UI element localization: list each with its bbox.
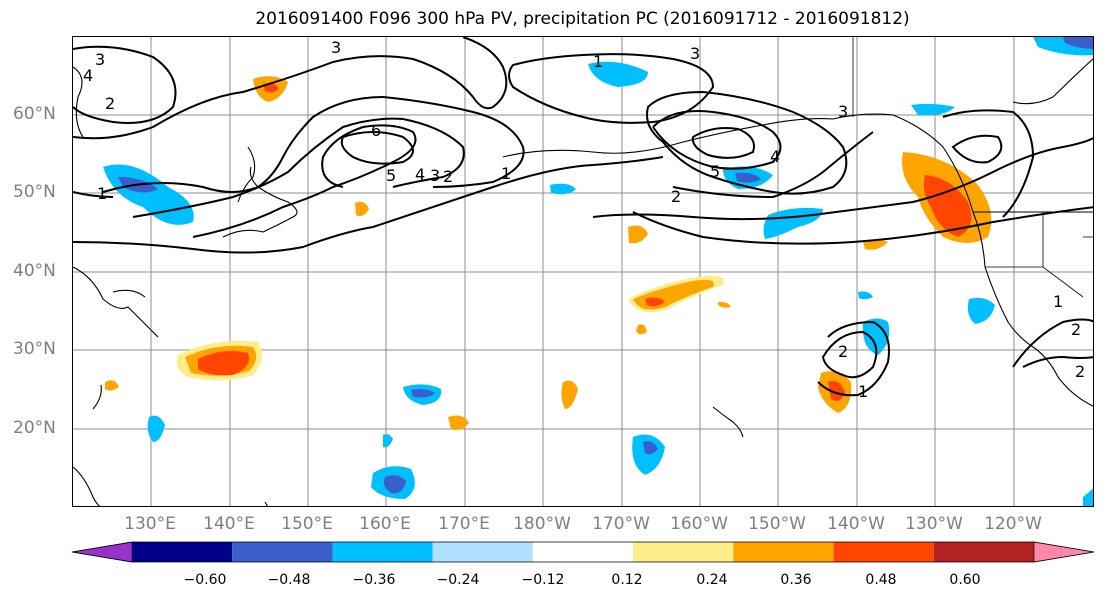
contour-label: 3 bbox=[430, 166, 440, 185]
map-svg: 3 3 4 2 1 6 5 4 3 2 1 1 5 4 3 2 3 1 2 1 … bbox=[73, 37, 1093, 506]
lon-label-140w: 140°W bbox=[827, 514, 885, 534]
lon-label-150e: 150°E bbox=[281, 514, 333, 534]
colorbar-segment bbox=[432, 542, 533, 562]
colorbar-segment bbox=[532, 542, 634, 562]
colorbar-tick-label: 0.24 bbox=[696, 572, 728, 588]
coastlines bbox=[73, 58, 1093, 506]
lon-label-160w: 160°W bbox=[670, 514, 728, 534]
lon-label-150w: 150°W bbox=[748, 514, 806, 534]
colorbar-tick-label: 0.36 bbox=[780, 572, 812, 588]
lon-label-160e: 160°E bbox=[359, 514, 411, 534]
contour-label: 2 bbox=[1071, 320, 1081, 339]
map-title: 2016091400 F096 300 hPa PV, precipitatio… bbox=[255, 9, 910, 29]
contour-label: 4 bbox=[83, 66, 93, 85]
contour-label: 6 bbox=[371, 121, 381, 140]
contour-label: 1 bbox=[593, 52, 603, 71]
contour-label: 2 bbox=[105, 94, 115, 113]
colorbar-tick-label: 0.12 bbox=[611, 572, 643, 588]
pv-contour-labels: 3 3 4 2 1 6 5 4 3 2 1 1 5 4 3 2 3 1 2 1 … bbox=[83, 38, 1085, 401]
colorbar-extend-high bbox=[1033, 541, 1095, 563]
contour-label: 3 bbox=[331, 38, 341, 57]
contour-label: 3 bbox=[690, 44, 700, 63]
colorbar-tick-label: −0.12 bbox=[521, 572, 565, 588]
graticule bbox=[73, 37, 1093, 506]
colorbar-tick-label: −0.36 bbox=[352, 572, 396, 588]
lon-label-140e: 140°E bbox=[203, 514, 255, 534]
colorbar-segment bbox=[833, 542, 934, 562]
lon-label-130e: 130°E bbox=[124, 514, 176, 534]
colorbar-tick-label: −0.60 bbox=[183, 572, 227, 588]
colorbar-segment bbox=[232, 542, 333, 562]
contour-label: 1 bbox=[858, 382, 868, 401]
map-panel: 3 3 4 2 1 6 5 4 3 2 1 1 5 4 3 2 3 1 2 1 … bbox=[72, 36, 1094, 507]
colorbar-segment bbox=[633, 542, 734, 562]
contour-label: 1 bbox=[501, 164, 511, 183]
colorbar-segment bbox=[933, 542, 1034, 562]
lon-label-180w: 180°W bbox=[513, 514, 571, 534]
colorbar bbox=[71, 541, 1095, 563]
colorbar-segment bbox=[132, 542, 233, 562]
colorbar-segment bbox=[332, 542, 433, 562]
lat-label-30n: 30°N bbox=[13, 339, 56, 359]
contour-label: 2 bbox=[443, 167, 453, 186]
lat-label-50n: 50°N bbox=[13, 182, 56, 202]
lon-label-130w: 130°W bbox=[905, 514, 963, 534]
colorbar-segment bbox=[733, 542, 834, 562]
contour-label: 1 bbox=[97, 184, 107, 203]
contour-label: 5 bbox=[386, 166, 396, 185]
pv-contours bbox=[73, 37, 1093, 397]
lat-label-20n: 20°N bbox=[13, 418, 56, 438]
contour-label: 2 bbox=[838, 342, 848, 361]
colorbar-outline bbox=[71, 541, 1095, 563]
lat-label-60n: 60°N bbox=[13, 104, 56, 124]
contour-label: 3 bbox=[838, 102, 848, 121]
colorbar-tick-label: 0.60 bbox=[949, 572, 981, 588]
lon-label-120w: 120°W bbox=[984, 514, 1042, 534]
lat-label-40n: 40°N bbox=[13, 261, 56, 281]
colorbar-extend-low bbox=[71, 541, 133, 563]
contour-label: 1 bbox=[1053, 292, 1063, 311]
colorbar-tick-label: −0.48 bbox=[267, 572, 311, 588]
contour-label: 4 bbox=[770, 147, 780, 166]
colorbar-tick-label: −0.24 bbox=[436, 572, 480, 588]
lon-label-170w: 170°W bbox=[592, 514, 650, 534]
colorbar-tick-label: 0.48 bbox=[865, 572, 897, 588]
contour-label: 4 bbox=[415, 165, 425, 184]
contour-label: 3 bbox=[95, 50, 105, 69]
contour-label: 2 bbox=[1075, 362, 1085, 381]
contour-label: 5 bbox=[710, 162, 720, 181]
political-borders bbox=[852, 37, 1093, 298]
contour-label: 2 bbox=[671, 187, 681, 206]
lon-label-170e: 170°E bbox=[438, 514, 490, 534]
